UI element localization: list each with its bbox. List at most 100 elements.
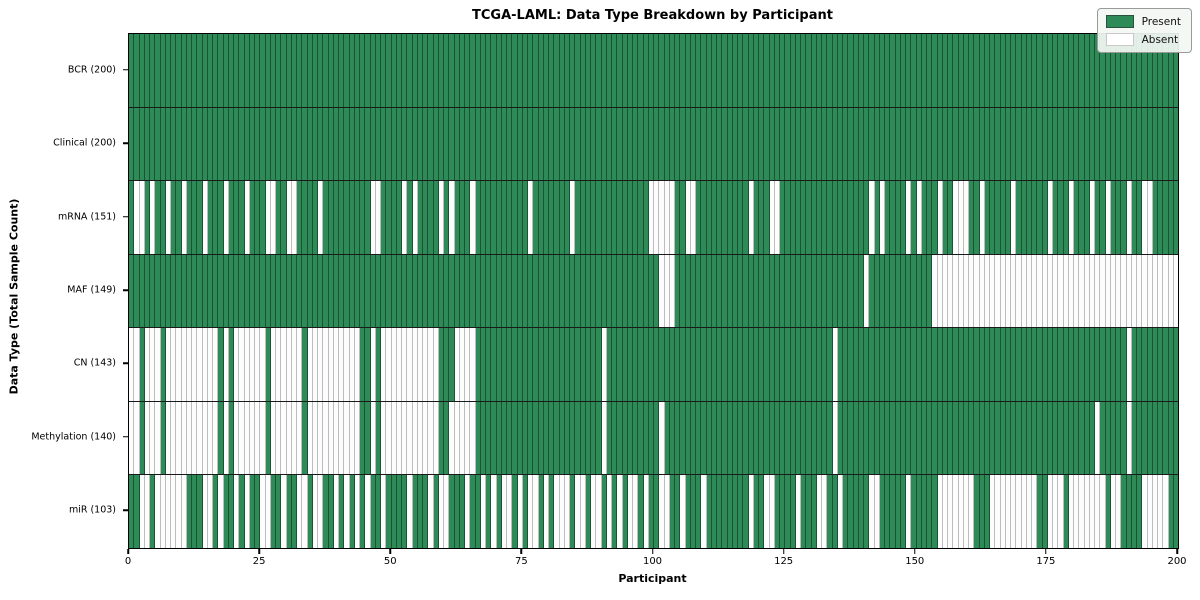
heatmap-cell	[1089, 34, 1095, 107]
heatmap-cell	[685, 401, 691, 475]
heatmap-cell	[596, 401, 602, 475]
heatmap-cell	[239, 401, 245, 475]
heatmap-cell	[690, 254, 696, 328]
heatmap-cell	[806, 107, 812, 181]
heatmap-row-bcr	[129, 34, 1178, 108]
heatmap-cell	[790, 401, 796, 475]
heatmap-cell	[937, 181, 943, 254]
heatmap-cell	[995, 34, 1001, 107]
x-tick-label-0: 0	[124, 555, 132, 567]
heatmap-cell	[312, 475, 318, 549]
heatmap-cell	[932, 34, 938, 107]
heatmap-cell	[995, 181, 1001, 254]
heatmap-cell	[297, 328, 303, 401]
heatmap-cell	[858, 34, 864, 107]
heatmap-cell	[1095, 34, 1101, 107]
heatmap-cell	[144, 475, 150, 549]
heatmap-cell	[144, 254, 150, 328]
heatmap-cell	[921, 181, 927, 254]
heatmap-cell	[858, 328, 864, 401]
heatmap-cell	[486, 254, 492, 328]
heatmap-cell	[895, 107, 901, 181]
heatmap-cell	[827, 401, 833, 475]
heatmap-cell	[302, 475, 308, 549]
heatmap-cell	[690, 401, 696, 475]
heatmap-cell	[307, 254, 313, 328]
heatmap-cell	[785, 401, 791, 475]
heatmap-cell	[501, 34, 507, 107]
heatmap-cell	[612, 34, 618, 107]
heatmap-cell	[207, 475, 213, 549]
heatmap-cell	[454, 34, 460, 107]
heatmap-cell	[843, 34, 849, 107]
heatmap-cell	[706, 254, 712, 328]
heatmap-cell	[302, 254, 308, 328]
heatmap-cell	[365, 401, 371, 475]
heatmap-cell	[396, 34, 402, 107]
heatmap-cell	[323, 328, 329, 401]
heatmap-cell	[433, 254, 439, 328]
heatmap-cell	[633, 475, 639, 549]
heatmap-cell	[1074, 107, 1080, 181]
heatmap-cell	[1026, 107, 1032, 181]
heatmap-cell	[249, 181, 255, 254]
heatmap-cell	[591, 181, 597, 254]
heatmap-cell	[748, 401, 754, 475]
heatmap-cell	[349, 181, 355, 254]
heatmap-cell	[360, 328, 366, 401]
heatmap-cell	[171, 328, 177, 401]
chart-title: TCGA-LAML: Data Type Breakdown by Partic…	[472, 8, 833, 23]
heatmap-cell	[963, 107, 969, 181]
heatmap-cell	[459, 328, 465, 401]
y-tick-mark	[123, 142, 128, 144]
heatmap-cell	[533, 328, 539, 401]
heatmap-cell	[1142, 181, 1148, 254]
heatmap-cell	[386, 328, 392, 401]
heatmap-cell	[638, 34, 644, 107]
heatmap-cell	[879, 34, 885, 107]
heatmap-cell	[848, 34, 854, 107]
heatmap-cell	[234, 254, 240, 328]
heatmap-cell	[570, 34, 576, 107]
heatmap-cell	[480, 181, 486, 254]
heatmap-cell	[1110, 34, 1116, 107]
heatmap-cell	[921, 34, 927, 107]
heatmap-cell	[312, 254, 318, 328]
heatmap-cell	[417, 181, 423, 254]
heatmap-cell	[559, 254, 565, 328]
heatmap-cell	[507, 475, 513, 549]
heatmap-cell	[1116, 328, 1122, 401]
heatmap-cell	[228, 34, 234, 107]
heatmap-cell	[328, 181, 334, 254]
heatmap-cell	[811, 475, 817, 549]
heatmap-cell	[696, 107, 702, 181]
heatmap-cell	[690, 107, 696, 181]
heatmap-cell	[1037, 254, 1043, 328]
heatmap-cell	[843, 181, 849, 254]
heatmap-cell	[1021, 254, 1027, 328]
x-tick-mark	[258, 548, 260, 554]
heatmap-cell	[627, 107, 633, 181]
heatmap-cell	[286, 107, 292, 181]
heatmap-cell	[365, 34, 371, 107]
heatmap-cell	[780, 328, 786, 401]
heatmap-cell	[197, 401, 203, 475]
heatmap-cell	[344, 401, 350, 475]
heatmap-cell	[633, 181, 639, 254]
heatmap-cell	[265, 475, 271, 549]
heatmap-cell	[333, 107, 339, 181]
heatmap-cell	[1068, 181, 1074, 254]
heatmap-cell	[538, 328, 544, 401]
heatmap-cell	[496, 328, 502, 401]
heatmap-cell	[465, 34, 471, 107]
heatmap-cell	[207, 401, 213, 475]
heatmap-cell	[1105, 475, 1111, 549]
x-tick-label-175: 175	[1036, 555, 1056, 567]
heatmap-cell	[270, 401, 276, 475]
y-tick-label-maf: MAF (149)	[67, 284, 116, 296]
heatmap-cell	[827, 475, 833, 549]
heatmap-cell	[1147, 475, 1153, 549]
heatmap-cell	[701, 254, 707, 328]
heatmap-cell	[885, 107, 891, 181]
heatmap-cell	[942, 107, 948, 181]
